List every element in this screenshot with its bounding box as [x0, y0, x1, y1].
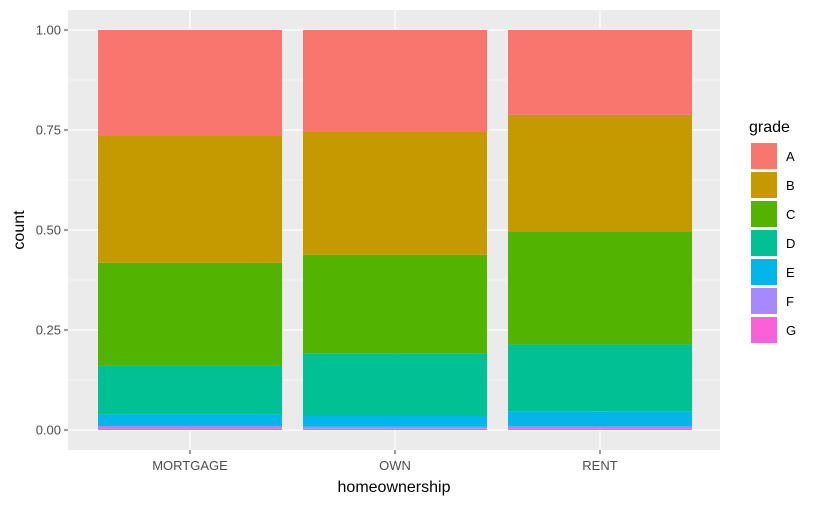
bar-segment-own-g — [303, 428, 487, 430]
legend-swatch-e — [751, 259, 777, 285]
bar-segment-mortgage-d — [98, 365, 282, 415]
y-tick-label: 1.00 — [36, 23, 61, 38]
x-tick-label-own: OWN — [379, 458, 411, 473]
y-tick-label: 0.50 — [36, 223, 61, 238]
bar-segment-own-b — [303, 132, 487, 255]
bar-segment-rent-e — [508, 411, 692, 427]
legend-label-e: E — [786, 265, 795, 280]
y-tick-label: 0.75 — [36, 123, 61, 138]
x-tick-label-rent: RENT — [582, 458, 617, 473]
bar-segment-mortgage-b — [98, 136, 282, 263]
bar-segment-rent-d — [508, 344, 692, 412]
x-axis: MORTGAGE OWN RENT — [152, 450, 618, 473]
bar-segment-mortgage-g — [98, 428, 282, 430]
legend-label-b: B — [786, 178, 795, 193]
bar-segment-mortgage-c — [98, 262, 282, 366]
legend-label-d: D — [786, 236, 795, 251]
x-tick-label-mortgage: MORTGAGE — [152, 458, 228, 473]
legend-label-a: A — [786, 149, 795, 164]
legend-label-f: F — [786, 294, 794, 309]
bar-segment-own-c — [303, 254, 487, 354]
legend-swatch-g — [751, 317, 777, 343]
legend-swatch-d — [751, 230, 777, 256]
legend-swatch-f — [751, 288, 777, 314]
y-axis-title: count — [11, 210, 28, 250]
bar-segment-mortgage-a — [98, 30, 282, 136]
bar-segment-own-a — [303, 30, 487, 132]
bar-segment-rent-a — [508, 30, 692, 115]
legend-swatch-b — [751, 172, 777, 198]
bar-segment-rent-f — [508, 426, 692, 429]
y-tick-label: 0.00 — [36, 423, 61, 438]
bar-segment-mortgage-e — [98, 414, 282, 426]
legend-title: grade — [749, 119, 790, 136]
bar-segment-rent-g — [508, 428, 692, 430]
bar-segment-rent-c — [508, 231, 692, 345]
legend-swatch-c — [751, 201, 777, 227]
bar-segment-own-e — [303, 416, 487, 427]
bars — [98, 30, 692, 430]
legend-label-c: C — [786, 207, 795, 222]
bar-segment-rent-b — [508, 114, 692, 232]
bar-segment-own-f — [303, 426, 487, 429]
y-axis: 0.00 0.25 0.50 0.75 1.00 — [36, 23, 68, 438]
y-tick-label: 0.25 — [36, 323, 61, 338]
legend-swatch-a — [751, 143, 777, 169]
bar-segment-own-d — [303, 353, 487, 416]
x-axis-title: homeownership — [338, 479, 451, 496]
legend-label-g: G — [786, 323, 796, 338]
bar-segment-mortgage-f — [98, 426, 282, 429]
